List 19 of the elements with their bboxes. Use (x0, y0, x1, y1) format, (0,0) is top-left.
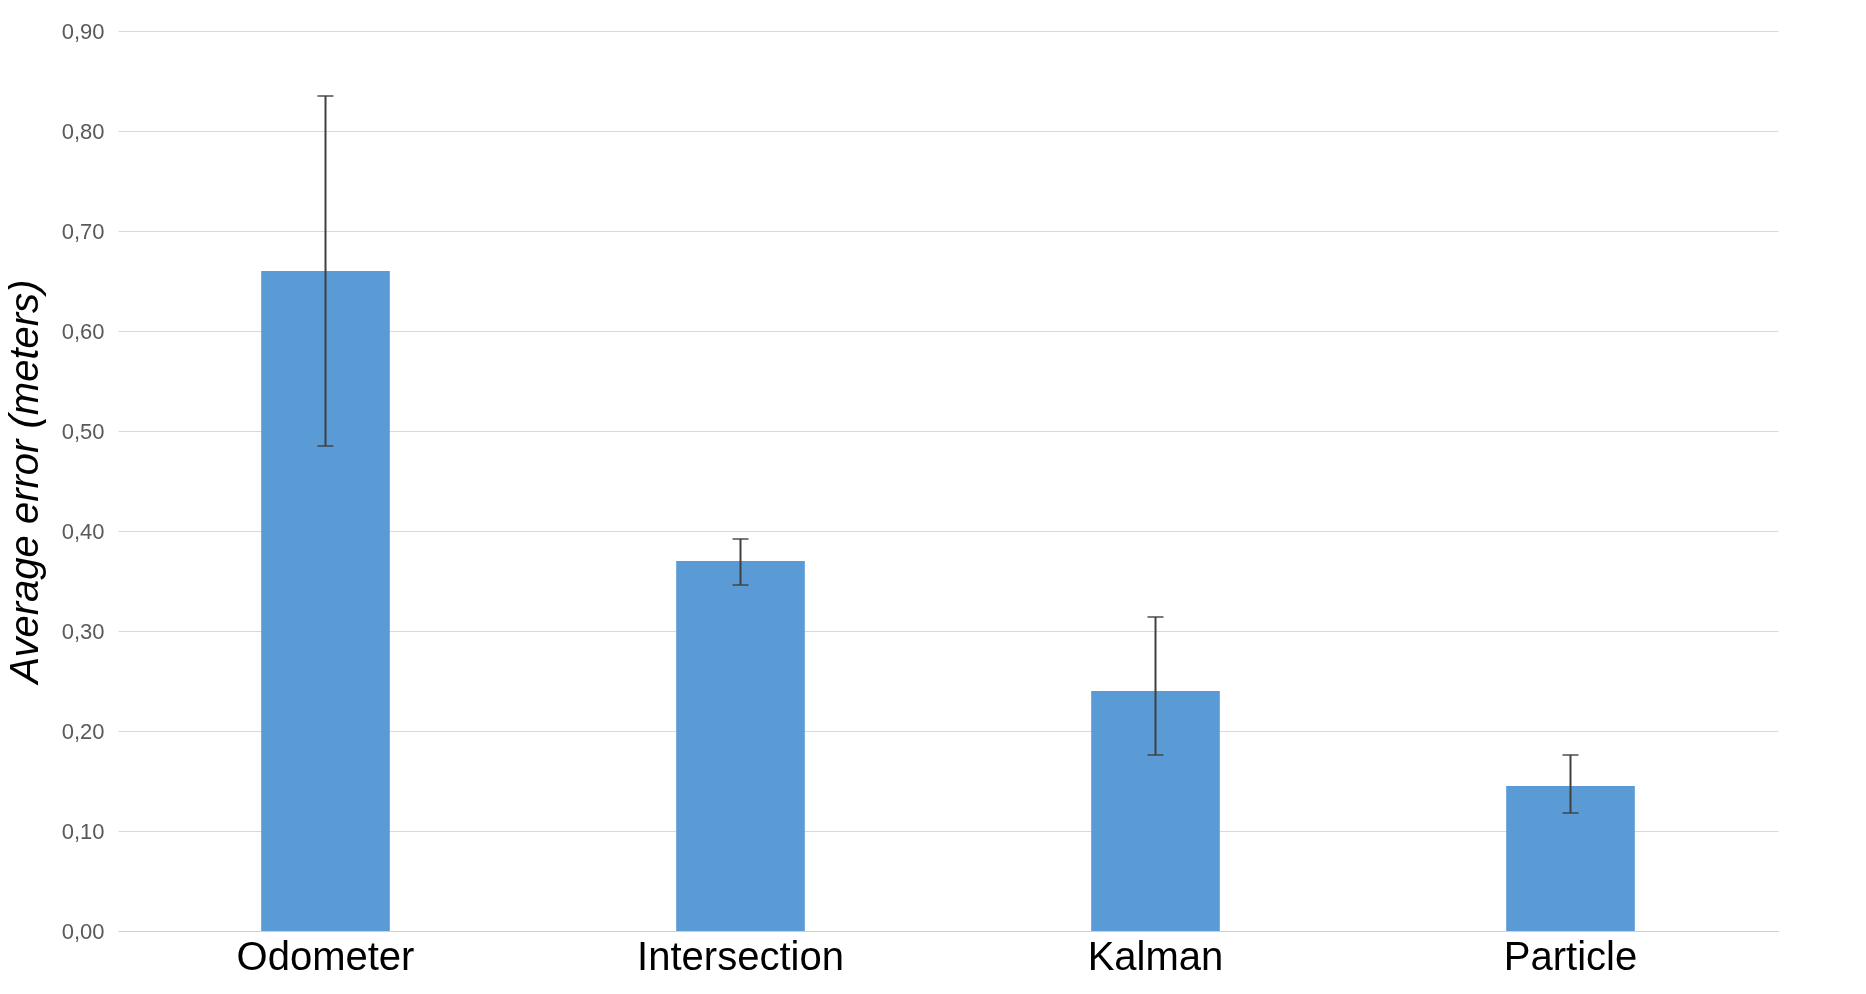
bar (261, 271, 390, 931)
y-tick-label: 0,30 (61, 618, 105, 644)
x-tick-label: Odometer (236, 933, 415, 978)
y-tick-label: 0,70 (61, 218, 105, 244)
bar (676, 561, 805, 931)
x-tick-label: Kalman (1087, 933, 1224, 978)
y-tick-label: 0,50 (61, 418, 105, 444)
y-tick-label: 0,80 (61, 118, 105, 144)
y-tick-label: 0,10 (61, 818, 105, 844)
bar (1091, 691, 1220, 931)
y-tick-label: 0,90 (61, 18, 105, 44)
y-tick-label: 0,00 (61, 918, 105, 944)
y-tick-label: 0,40 (61, 518, 105, 544)
x-tick-label: Intersection (637, 933, 844, 978)
y-axis-title: Average error (meters) (1, 279, 46, 686)
bar (1506, 786, 1635, 931)
x-tick-label: Particle (1503, 933, 1638, 978)
y-tick-label: 0,20 (61, 718, 105, 744)
y-tick-label: 0,60 (61, 318, 105, 344)
